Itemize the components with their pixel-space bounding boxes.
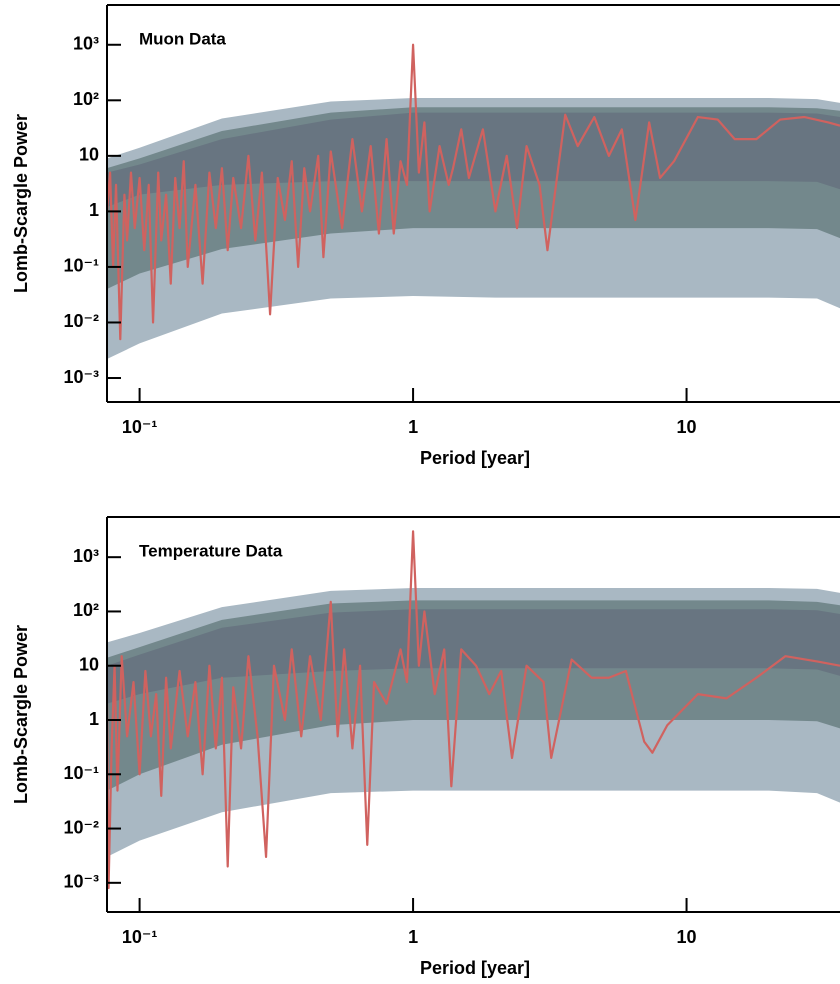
- y-tick-label: 10: [79, 654, 99, 674]
- panel-title: Temperature Data: [139, 541, 283, 560]
- power-line: [107, 530, 840, 890]
- plot-area: [107, 530, 840, 890]
- y-tick-label: 10⁻¹: [63, 763, 99, 783]
- y-tick-label: 10⁻³: [63, 367, 99, 387]
- y-tick-label: 1: [89, 709, 99, 729]
- panel: 10⁻³ 10⁻² 10⁻¹ 1 10 10² 10³ 10⁻¹ 1 10 Period [year…: [11, 4, 840, 468]
- x-tick-label: 1: [408, 927, 418, 947]
- power-line: [107, 43, 840, 341]
- x-tick-label: 1: [408, 417, 418, 437]
- y-tick-label: 10⁻³: [63, 872, 99, 892]
- y-tick-label: 10²: [73, 600, 99, 620]
- x-tick-label: 10⁻¹: [122, 417, 158, 437]
- x-tick-label: 10: [677, 927, 697, 947]
- panel-title: Muon Data: [139, 29, 226, 48]
- y-tick-label: 1: [89, 200, 99, 220]
- x-tick-label: 10: [677, 417, 697, 437]
- y-axis-title: Lomb-Scargle Power: [11, 114, 31, 293]
- y-tick-label: 10²: [73, 89, 99, 109]
- x-tick-label: 10⁻¹: [122, 927, 158, 947]
- y-tick-label: 10: [79, 145, 99, 165]
- x-axis-title: Period [year]: [420, 958, 530, 978]
- y-tick-label: 10³: [73, 546, 99, 566]
- panel: 10⁻³ 10⁻² 10⁻¹ 1 10 10² 10³ 10⁻¹ 1 10 Period [year…: [11, 516, 840, 978]
- confidence-band: [107, 609, 840, 704]
- plot-area: [107, 43, 840, 359]
- y-tick-label: 10⁻²: [63, 817, 99, 837]
- x-axis-title: Period [year]: [420, 448, 530, 468]
- y-axis-title: Lomb-Scargle Power: [11, 625, 31, 804]
- y-tick-label: 10³: [73, 34, 99, 54]
- y-tick-label: 10⁻¹: [63, 256, 99, 276]
- y-tick-label: 10⁻²: [63, 311, 99, 331]
